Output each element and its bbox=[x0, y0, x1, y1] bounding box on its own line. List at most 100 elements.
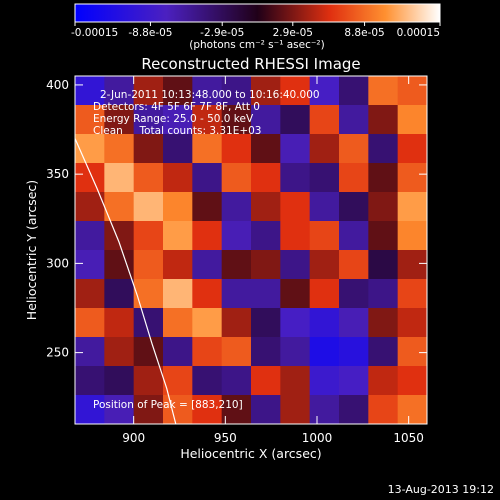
heatmap-cell bbox=[221, 134, 252, 164]
heatmap-cell bbox=[251, 163, 281, 193]
heatmap-cell bbox=[163, 308, 193, 338]
heatmap-cell bbox=[75, 395, 105, 424]
heatmap-cell bbox=[368, 395, 399, 424]
heatmap-cell bbox=[339, 105, 369, 135]
heatmap-cell bbox=[368, 250, 399, 280]
heatmap-cell bbox=[309, 366, 340, 396]
y-axis-label: Heliocentric Y (arcsec) bbox=[24, 180, 39, 320]
heatmap-cell bbox=[368, 134, 399, 164]
heatmap-cell bbox=[309, 192, 340, 222]
heatmap-cell bbox=[221, 308, 252, 338]
heatmap-cell bbox=[104, 134, 135, 164]
heatmap-cell bbox=[309, 308, 340, 338]
colorbar-tick-label: -2.9e-05 bbox=[200, 27, 244, 39]
heatmap-cell bbox=[133, 134, 164, 164]
heatmap-cell bbox=[368, 279, 399, 309]
heatmap-cell bbox=[280, 337, 311, 367]
footer-timestamp: 13-Aug-2013 19:12 bbox=[387, 483, 494, 496]
heatmap-cell bbox=[133, 221, 164, 251]
heatmap-cell bbox=[133, 366, 164, 396]
heatmap-cell bbox=[192, 395, 223, 424]
heatmap-cell bbox=[280, 221, 311, 251]
heatmap-cell bbox=[397, 134, 427, 164]
heatmap-cell bbox=[251, 279, 281, 309]
heatmap-cell bbox=[339, 308, 369, 338]
heatmap-cell bbox=[397, 221, 427, 251]
plot-frame bbox=[74, 75, 428, 425]
x-axis-label: Heliocentric X (arcsec) bbox=[180, 446, 321, 461]
y-tick-label: 400 bbox=[46, 78, 69, 92]
heatmap-cell bbox=[104, 366, 135, 396]
heatmap-cell bbox=[192, 163, 223, 193]
annotation-peak-position: Position of Peak = [883,210] bbox=[93, 399, 243, 411]
heatmap-cell bbox=[280, 105, 311, 135]
heatmap-cell bbox=[280, 250, 311, 280]
heatmap-cell bbox=[192, 308, 223, 338]
y-tick-label: 250 bbox=[46, 346, 69, 360]
heatmap-cell bbox=[339, 395, 369, 424]
colorbar-tick-label: 2.9e-05 bbox=[273, 27, 313, 39]
heatmap-cell bbox=[251, 221, 281, 251]
heatmap-cell bbox=[309, 279, 340, 309]
annotation-time-range: 2-Jun-2011 10:13:48.000 to 10:16:40.000 bbox=[100, 89, 320, 101]
heatmap-cell bbox=[368, 105, 399, 135]
heatmap-cell bbox=[251, 366, 281, 396]
heatmap-cell bbox=[251, 105, 281, 135]
heatmap-cell bbox=[133, 337, 164, 367]
heatmap-cell bbox=[368, 366, 399, 396]
colorbar-tick-label: -8.8e-05 bbox=[128, 27, 172, 39]
heatmap-cell bbox=[280, 366, 311, 396]
heatmap-cell bbox=[339, 221, 369, 251]
heatmap-cell bbox=[75, 76, 105, 106]
heatmap-cell bbox=[192, 192, 223, 222]
heatmap-cell bbox=[397, 163, 427, 193]
heatmap-cell bbox=[133, 163, 164, 193]
heatmap-cell bbox=[133, 192, 164, 222]
heatmap-cell bbox=[251, 134, 281, 164]
heatmap-cell bbox=[104, 308, 135, 338]
heatmap-cell bbox=[221, 395, 252, 424]
heatmap-cell bbox=[280, 76, 311, 106]
heatmap-cell bbox=[163, 221, 193, 251]
heatmap-cell bbox=[221, 250, 252, 280]
heatmap-cell bbox=[75, 279, 105, 309]
colorbar-ticks: -0.00015 -8.8e-05 -2.9e-05 2.9e-05 8.8e-05 0.… bbox=[71, 22, 441, 39]
x-tick-label: 900 bbox=[122, 431, 145, 445]
heatmap-cell bbox=[104, 163, 135, 193]
y-tick-label: 300 bbox=[46, 256, 69, 270]
heatmap-cell bbox=[133, 250, 164, 280]
heatmap-cell bbox=[280, 395, 311, 424]
heatmap-cell bbox=[339, 76, 369, 106]
heatmap-cell bbox=[397, 395, 427, 424]
heatmap-cell bbox=[75, 105, 105, 135]
heatmap-cell bbox=[368, 221, 399, 251]
heatmap-cell bbox=[192, 279, 223, 309]
heatmap-cell bbox=[221, 366, 252, 396]
heatmap-cell bbox=[368, 192, 399, 222]
heatmap-cell bbox=[163, 105, 193, 135]
heatmap-cell bbox=[75, 250, 105, 280]
heatmap-cell bbox=[280, 279, 311, 309]
heatmap-cell bbox=[368, 163, 399, 193]
heatmap-cell bbox=[75, 163, 105, 193]
heatmap-cell bbox=[163, 192, 193, 222]
heatmap-cell bbox=[251, 192, 281, 222]
heatmap-cell bbox=[163, 366, 193, 396]
colorbar-frame bbox=[74, 3, 441, 23]
heatmap-cell bbox=[75, 221, 105, 251]
heatmap-cell bbox=[368, 337, 399, 367]
annotation-clean-counts: Clean Total counts: 3.31E+03 bbox=[93, 125, 262, 137]
heatmap-cell bbox=[339, 250, 369, 280]
heatmap-cell bbox=[221, 192, 252, 222]
colorbar-tick-label: 0.00015 bbox=[397, 27, 440, 39]
heatmap-cell bbox=[133, 76, 164, 106]
heatmap-cell bbox=[339, 337, 369, 367]
annotation-detectors: Detectors: 4F 5F 6F 7F 8F, Att 0 bbox=[93, 101, 260, 113]
y-axis: 250 300 350 400 bbox=[46, 78, 427, 360]
heatmap-cell bbox=[397, 337, 427, 367]
chart-title: Reconstructed RHESSI Image bbox=[141, 55, 360, 73]
heatmap-cell bbox=[163, 250, 193, 280]
colorbar-label: (photons cm⁻² s⁻¹ asec⁻²) bbox=[189, 39, 324, 51]
heatmap-cell bbox=[192, 105, 223, 135]
heatmap-cell bbox=[192, 221, 223, 251]
